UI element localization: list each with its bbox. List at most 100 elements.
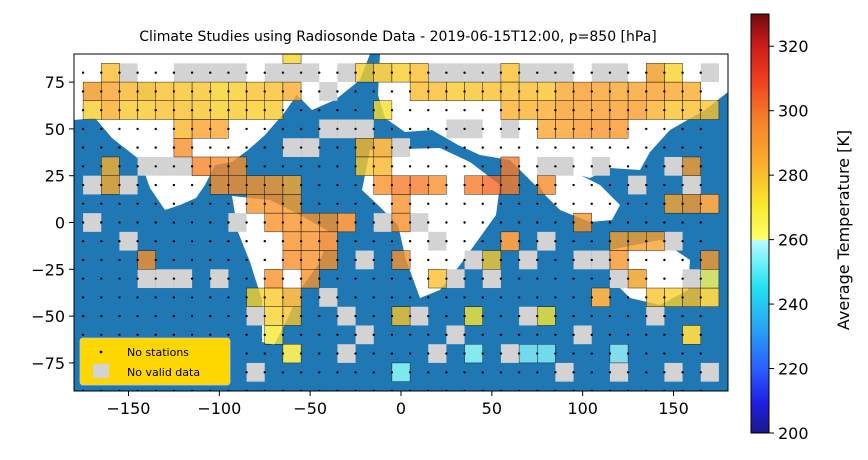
no-station-marker (209, 333, 212, 337)
y-tick-label: 50 (45, 120, 65, 139)
no-station-marker (445, 165, 448, 168)
temperature-cell (391, 175, 411, 195)
no-station-marker (390, 240, 394, 243)
no-station-marker (263, 277, 266, 280)
no-station-marker (554, 277, 557, 280)
no-station-marker (372, 277, 375, 280)
no-station-marker (572, 240, 575, 243)
no-valid-data-cell (555, 156, 574, 176)
no-station-marker (245, 127, 248, 131)
no-station-marker (427, 314, 430, 318)
temperature-cell (518, 100, 538, 120)
no-station-marker (318, 333, 321, 337)
no-station-marker (699, 296, 702, 299)
colorbar-ticks: 200 220 240 260 280 300 320 (769, 37, 809, 443)
no-station-marker (408, 90, 412, 93)
no-station-marker (100, 165, 103, 168)
no-station-marker (390, 296, 394, 299)
no-station-marker (354, 352, 357, 355)
no-station-marker (663, 90, 666, 93)
no-station-marker (663, 277, 666, 280)
no-station-marker (154, 296, 157, 299)
no-station-marker (263, 352, 266, 355)
temperature-cell (627, 269, 647, 289)
no-station-marker (318, 183, 321, 187)
no-station-marker (354, 333, 357, 337)
y-tick-label: 0 (55, 214, 65, 233)
no-station-marker (463, 90, 466, 93)
no-station-marker (481, 333, 484, 337)
no-station-marker (154, 277, 157, 280)
no-station-marker (100, 183, 103, 187)
temperature-cell (264, 81, 284, 102)
no-station-marker (136, 221, 139, 224)
no-station-marker (154, 258, 157, 262)
no-valid-data-cell (537, 63, 556, 83)
no-station-marker (427, 277, 430, 280)
no-station-marker (390, 127, 394, 131)
no-station-marker (590, 277, 593, 280)
no-station-marker (209, 296, 212, 299)
no-station-marker (245, 352, 248, 355)
temperature-cell (609, 250, 629, 270)
no-station-marker (590, 258, 593, 262)
no-station-marker (245, 202, 248, 205)
no-station-marker (136, 71, 139, 74)
no-station-marker (299, 277, 303, 280)
temperature-cell (300, 269, 320, 289)
no-station-marker (699, 90, 702, 93)
no-valid-data-cell (137, 156, 156, 176)
no-station-marker (408, 108, 412, 112)
no-station-marker (227, 333, 230, 337)
no-station-marker (699, 277, 702, 280)
no-station-marker (245, 314, 248, 318)
temperature-cell (173, 100, 193, 120)
no-station-marker (209, 314, 212, 318)
no-station-marker (336, 221, 339, 224)
no-valid-data-cell (537, 231, 556, 251)
no-station-marker (608, 165, 612, 168)
no-station-marker (645, 90, 648, 93)
no-station-marker (354, 371, 357, 374)
no-station-marker (445, 314, 448, 318)
no-station-marker (499, 165, 503, 168)
no-station-marker (190, 314, 194, 318)
no-station-marker (190, 258, 194, 262)
no-station-marker (427, 333, 430, 337)
no-station-marker (408, 127, 412, 131)
no-station-marker (190, 183, 194, 187)
no-station-marker (608, 146, 612, 149)
no-station-marker (154, 314, 157, 318)
temperature-cell (464, 343, 483, 364)
temperature-cell (228, 175, 247, 195)
temperature-cell (210, 81, 229, 102)
colorbar-tick-label: 320 (778, 37, 809, 56)
no-station-marker (645, 183, 648, 187)
no-station-marker (681, 314, 684, 318)
no-station-marker (209, 71, 212, 74)
no-station-marker (118, 221, 121, 224)
no-station-marker (172, 333, 176, 337)
no-station-marker (626, 296, 630, 299)
no-station-marker (517, 108, 521, 112)
no-station-marker (190, 165, 194, 168)
no-station-marker (663, 314, 666, 318)
no-station-marker (427, 352, 430, 355)
no-station-marker (536, 108, 539, 112)
no-station-marker (626, 202, 630, 205)
no-station-marker (81, 165, 85, 168)
no-station-marker (663, 146, 666, 149)
temperature-cell (428, 269, 447, 289)
no-station-marker (427, 371, 430, 374)
no-station-marker (663, 371, 666, 374)
no-station-marker (645, 71, 648, 74)
no-station-marker (263, 333, 266, 337)
no-station-marker (626, 221, 630, 224)
no-station-marker (681, 165, 684, 168)
no-station-marker (100, 258, 103, 262)
no-station-marker (626, 258, 630, 262)
no-station-marker (572, 221, 575, 224)
no-station-marker (481, 314, 484, 318)
no-station-marker (445, 146, 448, 149)
